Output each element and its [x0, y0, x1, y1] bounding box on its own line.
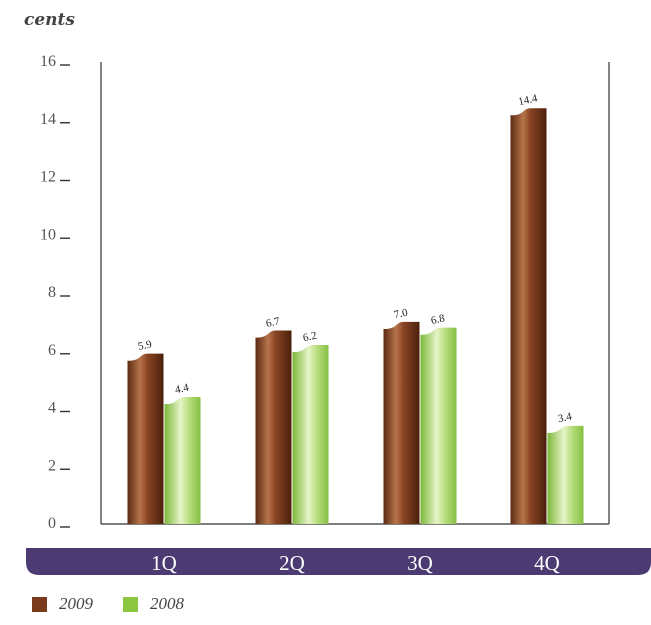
y-tick-label: 12: [40, 169, 56, 186]
legend-swatch-2009: [32, 596, 47, 612]
legend-item-2008: 2008: [123, 594, 184, 614]
y-tick-label: 16: [40, 53, 56, 70]
legend-swatch-2008: [123, 596, 138, 612]
y-axis-unit-label: cents: [24, 10, 75, 30]
bar-2009-1Q: [127, 353, 164, 524]
category-band-background: [26, 548, 651, 575]
category-band: 1Q 2Q 3Q 4Q: [26, 548, 651, 575]
data-label-2008-1Q: 4.4: [174, 382, 190, 397]
bar-2008-4Q: [547, 425, 584, 524]
y-tick-label: 6: [48, 342, 56, 359]
x-category-label: 3Q: [407, 551, 433, 575]
bar-2008-1Q: [164, 396, 201, 524]
legend-item-2009: 2009: [32, 594, 93, 614]
bar-2009-3Q: [383, 321, 420, 524]
legend-label-2009: 2009: [59, 594, 93, 613]
y-tick-label: 0: [48, 515, 56, 532]
data-label-2008-3Q: 6.8: [430, 312, 446, 327]
y-tick-label: 8: [48, 284, 56, 301]
data-label-2009-4Q: 14.4: [517, 92, 539, 108]
data-label-2009-3Q: 7.0: [393, 307, 409, 322]
bar-2009-4Q: [510, 108, 547, 524]
y-tick-label: 2: [48, 457, 56, 474]
x-category-label: 4Q: [534, 551, 560, 575]
data-label-2008-2Q: 6.2: [302, 330, 318, 345]
data-label-2009-2Q: 6.7: [265, 315, 281, 330]
legend-label-2008: 2008: [150, 594, 184, 613]
y-tick-label: 10: [40, 226, 56, 243]
data-label-2009-1Q: 5.9: [137, 338, 153, 353]
bar-2009-2Q: [255, 330, 292, 524]
bar-2008-3Q: [420, 327, 457, 524]
y-tick-label: 4: [48, 400, 56, 417]
data-label-2008-4Q: 3.4: [557, 410, 573, 425]
bars: 5.9 6.7 7.0 14.4 4.4 6.2 6.8 3.4: [127, 92, 584, 524]
x-category-label: 1Q: [151, 551, 177, 575]
y-tick-label: 14: [40, 111, 56, 128]
legend: 2009 2008: [32, 594, 214, 614]
x-category-label: 2Q: [279, 551, 305, 575]
bar-2008-2Q: [292, 344, 329, 524]
